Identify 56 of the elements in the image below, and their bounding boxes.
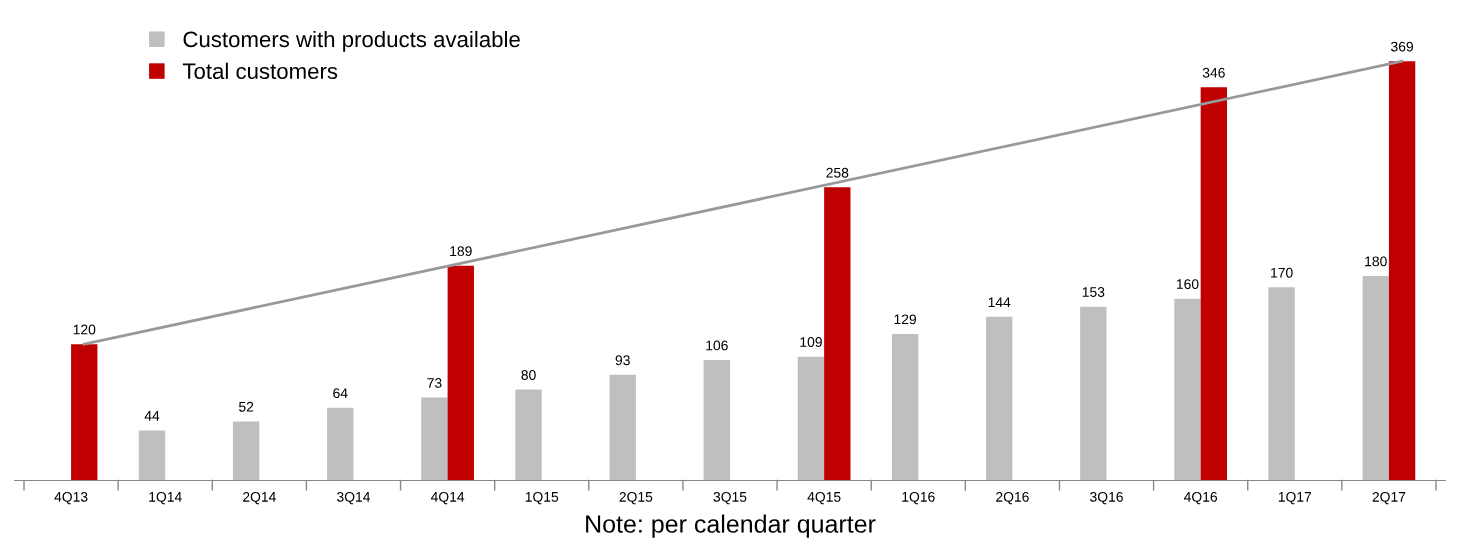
data-label: 369 xyxy=(1391,41,1414,52)
bar xyxy=(515,389,542,481)
legend-label: Customers with products available xyxy=(183,30,520,52)
bar xyxy=(824,187,851,481)
legend-label: Total customers xyxy=(182,62,338,80)
data-label: 120 xyxy=(73,324,96,335)
data-label: 129 xyxy=(894,314,917,325)
x-tick-label: 4Q14 xyxy=(430,491,465,505)
bar xyxy=(1268,287,1295,481)
bar xyxy=(1080,306,1107,481)
bar xyxy=(71,344,98,481)
data-label: 80 xyxy=(521,370,536,380)
data-label: 44 xyxy=(144,411,160,421)
x-tick-label: 3Q15 xyxy=(713,491,747,505)
bar xyxy=(421,397,448,481)
data-label: 180 xyxy=(1365,256,1387,267)
bar xyxy=(1388,61,1416,481)
data-label: 160 xyxy=(1176,279,1199,289)
data-label: 170 xyxy=(1271,267,1293,278)
data-label: 346 xyxy=(1202,67,1225,78)
x-tick-label: 2Q16 xyxy=(996,491,1029,505)
x-tick-label: 2Q17 xyxy=(1372,491,1406,505)
text: Note: per calendar quarter xyxy=(586,514,876,538)
data-label: 153 xyxy=(1082,287,1105,297)
data-label: 52 xyxy=(239,401,254,412)
bar xyxy=(797,356,825,481)
data-label: 106 xyxy=(706,340,728,351)
x-tick-label: 3Q14 xyxy=(337,491,371,505)
bar xyxy=(1362,275,1389,481)
x-tick-label: 1Q16 xyxy=(902,491,935,505)
x-tick-label: 1Q14 xyxy=(149,491,182,505)
data-label: 109 xyxy=(800,337,822,347)
x-tick-label: 1Q17 xyxy=(1278,491,1312,505)
x-tick-label: 2Q15 xyxy=(619,491,653,505)
bar xyxy=(138,430,166,481)
bar xyxy=(1174,298,1201,481)
data-label: 189 xyxy=(450,246,472,257)
bar xyxy=(609,374,636,481)
data-label: 93 xyxy=(615,355,630,366)
x-tick-label: 1Q15 xyxy=(525,491,559,505)
data-label: 258 xyxy=(826,167,849,178)
x-tick-label: 4Q16 xyxy=(1183,491,1218,505)
bar xyxy=(1200,87,1228,481)
x-tick-label: 4Q13 xyxy=(54,491,88,505)
bar xyxy=(703,360,730,481)
x-tick-label: 2Q14 xyxy=(243,491,276,505)
x-tick-label: 3Q16 xyxy=(1090,491,1123,505)
data-label: 144 xyxy=(988,297,1011,308)
bar xyxy=(232,421,260,481)
bar xyxy=(891,333,919,481)
bar xyxy=(986,316,1013,481)
bar xyxy=(327,407,354,481)
x-tick-label: 4Q15 xyxy=(807,491,841,505)
data-label: 73 xyxy=(427,378,442,388)
bar xyxy=(447,265,474,481)
data-label: 64 xyxy=(333,388,348,399)
